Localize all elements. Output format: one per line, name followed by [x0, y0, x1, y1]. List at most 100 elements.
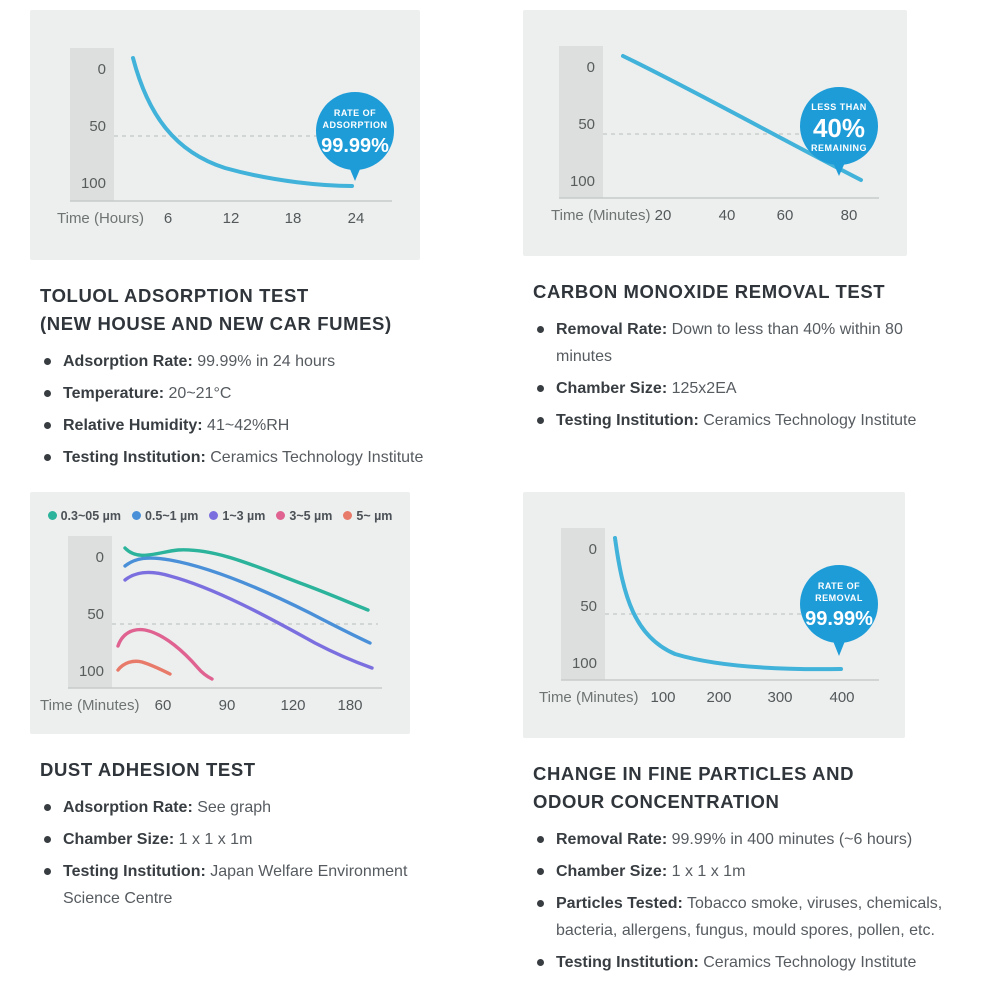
legend-label: 1~3 µm: [222, 508, 266, 523]
section-title: CARBON MONOXIDE REMOVAL TEST: [533, 278, 983, 306]
spec-item: Testing Institution: Japan Welfare Envir…: [40, 858, 465, 912]
toluol-chart-panel: 0 50 100 RATE OF ADSORPTION 99.99% Time …: [30, 10, 420, 260]
co-chart-panel: 0 50 100 LESS THAN 40% REMAINING Time (M…: [523, 10, 907, 256]
section-title: TOLUOL ADSORPTION TEST (NEW HOUSE AND NE…: [40, 282, 493, 338]
callout-text-small: LESS THAN: [811, 102, 867, 112]
spec-label: Testing Institution:: [63, 863, 206, 880]
trend-curve-size1: [123, 546, 370, 612]
x-tick: 40: [719, 207, 736, 224]
y-tick: 100: [81, 175, 106, 192]
trend-curve-size4: [116, 627, 214, 681]
x-tick: 12: [223, 210, 240, 227]
spec-label: Removal Rate:: [556, 831, 668, 848]
spec-label: Temperature:: [63, 385, 165, 402]
spec-list: Adsorption Rate: See graph Chamber Size:…: [40, 794, 465, 912]
trend-curve: [131, 56, 354, 188]
trend-curve: [613, 536, 843, 672]
spec-value: 1 x 1 x 1m: [671, 863, 746, 880]
spec-value: Ceramics Technology Institute: [703, 412, 917, 429]
spec-value: See graph: [197, 799, 272, 816]
spec-item: Testing Institution: Ceramics Technology…: [533, 949, 958, 976]
spec-value: 99.99% in 24 hours: [197, 353, 336, 370]
spec-label: Removal Rate:: [556, 321, 668, 338]
spec-label: Chamber Size:: [556, 863, 668, 880]
x-axis-label: Time (Minutes): [551, 207, 650, 224]
spec-label: Chamber Size:: [556, 380, 668, 397]
x-tick: 100: [650, 689, 675, 706]
callout-text-small: REMOVAL: [815, 593, 863, 603]
spec-label: Adsorption Rate:: [63, 799, 193, 816]
dust-text-block: DUST ADHESION TEST Adsorption Rate: See …: [30, 756, 493, 912]
cell-carbon-monoxide: 0 50 100 LESS THAN 40% REMAINING Time (M…: [523, 10, 983, 476]
callout-text-small: ADSORPTION: [322, 120, 387, 130]
legend-label: 3~5 µm: [289, 508, 333, 523]
spec-item: Removal Rate: 99.99% in 400 minutes (~6 …: [533, 826, 958, 853]
spec-item: Adsorption Rate: 99.99% in 24 hours: [40, 348, 465, 375]
y-tick: 0: [587, 59, 595, 76]
y-tick: 100: [572, 655, 597, 672]
x-tick: 60: [777, 207, 794, 224]
trend-curve-size3: [123, 570, 374, 670]
legend: 0.3~05 µm 0.5~1 µm 1~3 µm 3~5 µm 5~ µm: [30, 492, 410, 528]
toluol-chart-svg: 0 50 100 RATE OF ADSORPTION 99.99% Time …: [57, 48, 394, 227]
x-tick: 20: [655, 207, 672, 224]
legend-dot: [47, 511, 57, 520]
y-tick: 50: [89, 118, 106, 135]
cell-dust-adhesion: 0.3~05 µm 0.5~1 µm 1~3 µm 3~5 µm 5~ µm 0…: [30, 492, 493, 981]
legend-label: 0.3~05 µm: [60, 508, 121, 523]
spec-item: Testing Institution: Ceramics Technology…: [40, 444, 465, 471]
spec-item: Chamber Size: 125x2EA: [533, 375, 958, 402]
spec-item: Chamber Size: 1 x 1 x 1m: [533, 858, 958, 885]
legend-item: 0.3~05 µm: [47, 508, 121, 523]
spec-value: Ceramics Technology Institute: [210, 449, 424, 466]
x-tick: 120: [280, 697, 305, 714]
x-tick: 80: [841, 207, 858, 224]
x-tick: 6: [164, 210, 172, 227]
spec-item: Particles Tested: Tobacco smoke, viruses…: [533, 890, 958, 944]
title-line: CARBON MONOXIDE REMOVAL TEST: [533, 281, 886, 302]
particles-chart-panel: 0 50 100 RATE OF REMOVAL 99.99% Time (Mi…: [523, 492, 905, 738]
legend-dot: [276, 511, 286, 520]
spec-list: Removal Rate: Down to less than 40% with…: [533, 316, 958, 434]
spec-item: Relative Humidity: 41~42%RH: [40, 412, 465, 439]
callout-value: 99.99%: [321, 135, 389, 157]
legend-item: 1~3 µm: [209, 509, 265, 523]
x-tick: 24: [348, 210, 365, 227]
co-chart-svg: 0 50 100 LESS THAN 40% REMAINING Time (M…: [551, 46, 879, 224]
spec-label: Relative Humidity:: [63, 417, 203, 434]
spec-value: 20~21°C: [168, 385, 232, 402]
callout-text-small: RATE OF: [334, 108, 376, 118]
cell-fine-particles: 0 50 100 RATE OF REMOVAL 99.99% Time (Mi…: [523, 492, 983, 981]
callout-text-small: REMAINING: [811, 143, 867, 153]
y-tick: 0: [98, 61, 106, 78]
x-tick: 60: [155, 697, 172, 714]
spec-value: 125x2EA: [671, 380, 737, 397]
spec-label: Testing Institution:: [556, 954, 699, 971]
x-tick: 18: [285, 210, 302, 227]
x-tick: 300: [767, 689, 792, 706]
y-tick: 100: [79, 663, 104, 680]
callout-value: 40%: [813, 113, 865, 143]
spec-item: Testing Institution: Ceramics Technology…: [533, 407, 958, 434]
spec-item: Temperature: 20~21°C: [40, 380, 465, 407]
title-line: (NEW HOUSE AND NEW CAR FUMES): [40, 313, 392, 334]
spec-label: Adsorption Rate:: [63, 353, 193, 370]
spec-label: Chamber Size:: [63, 831, 175, 848]
y-axis-band: [561, 528, 605, 680]
x-tick: 90: [219, 697, 236, 714]
x-tick: 200: [706, 689, 731, 706]
callout-bubble: [316, 92, 394, 170]
spec-label: Particles Tested:: [556, 895, 683, 912]
spec-value: 41~42%RH: [207, 417, 290, 434]
spec-value: Down to less than 40% within 80 minutes: [556, 321, 903, 365]
spec-value: 1 x 1 x 1m: [178, 831, 253, 848]
title-line: ODOUR CONCENTRATION: [533, 791, 780, 812]
y-tick: 0: [96, 549, 104, 566]
spec-label: Testing Institution:: [63, 449, 206, 466]
x-axis-label: Time (Minutes): [539, 689, 638, 706]
callout-text-small: RATE OF: [818, 581, 860, 591]
legend-dot: [343, 511, 353, 520]
dust-chart-panel: 0.3~05 µm 0.5~1 µm 1~3 µm 3~5 µm 5~ µm 0…: [30, 492, 410, 734]
x-axis-label: Time (Minutes): [40, 697, 139, 714]
